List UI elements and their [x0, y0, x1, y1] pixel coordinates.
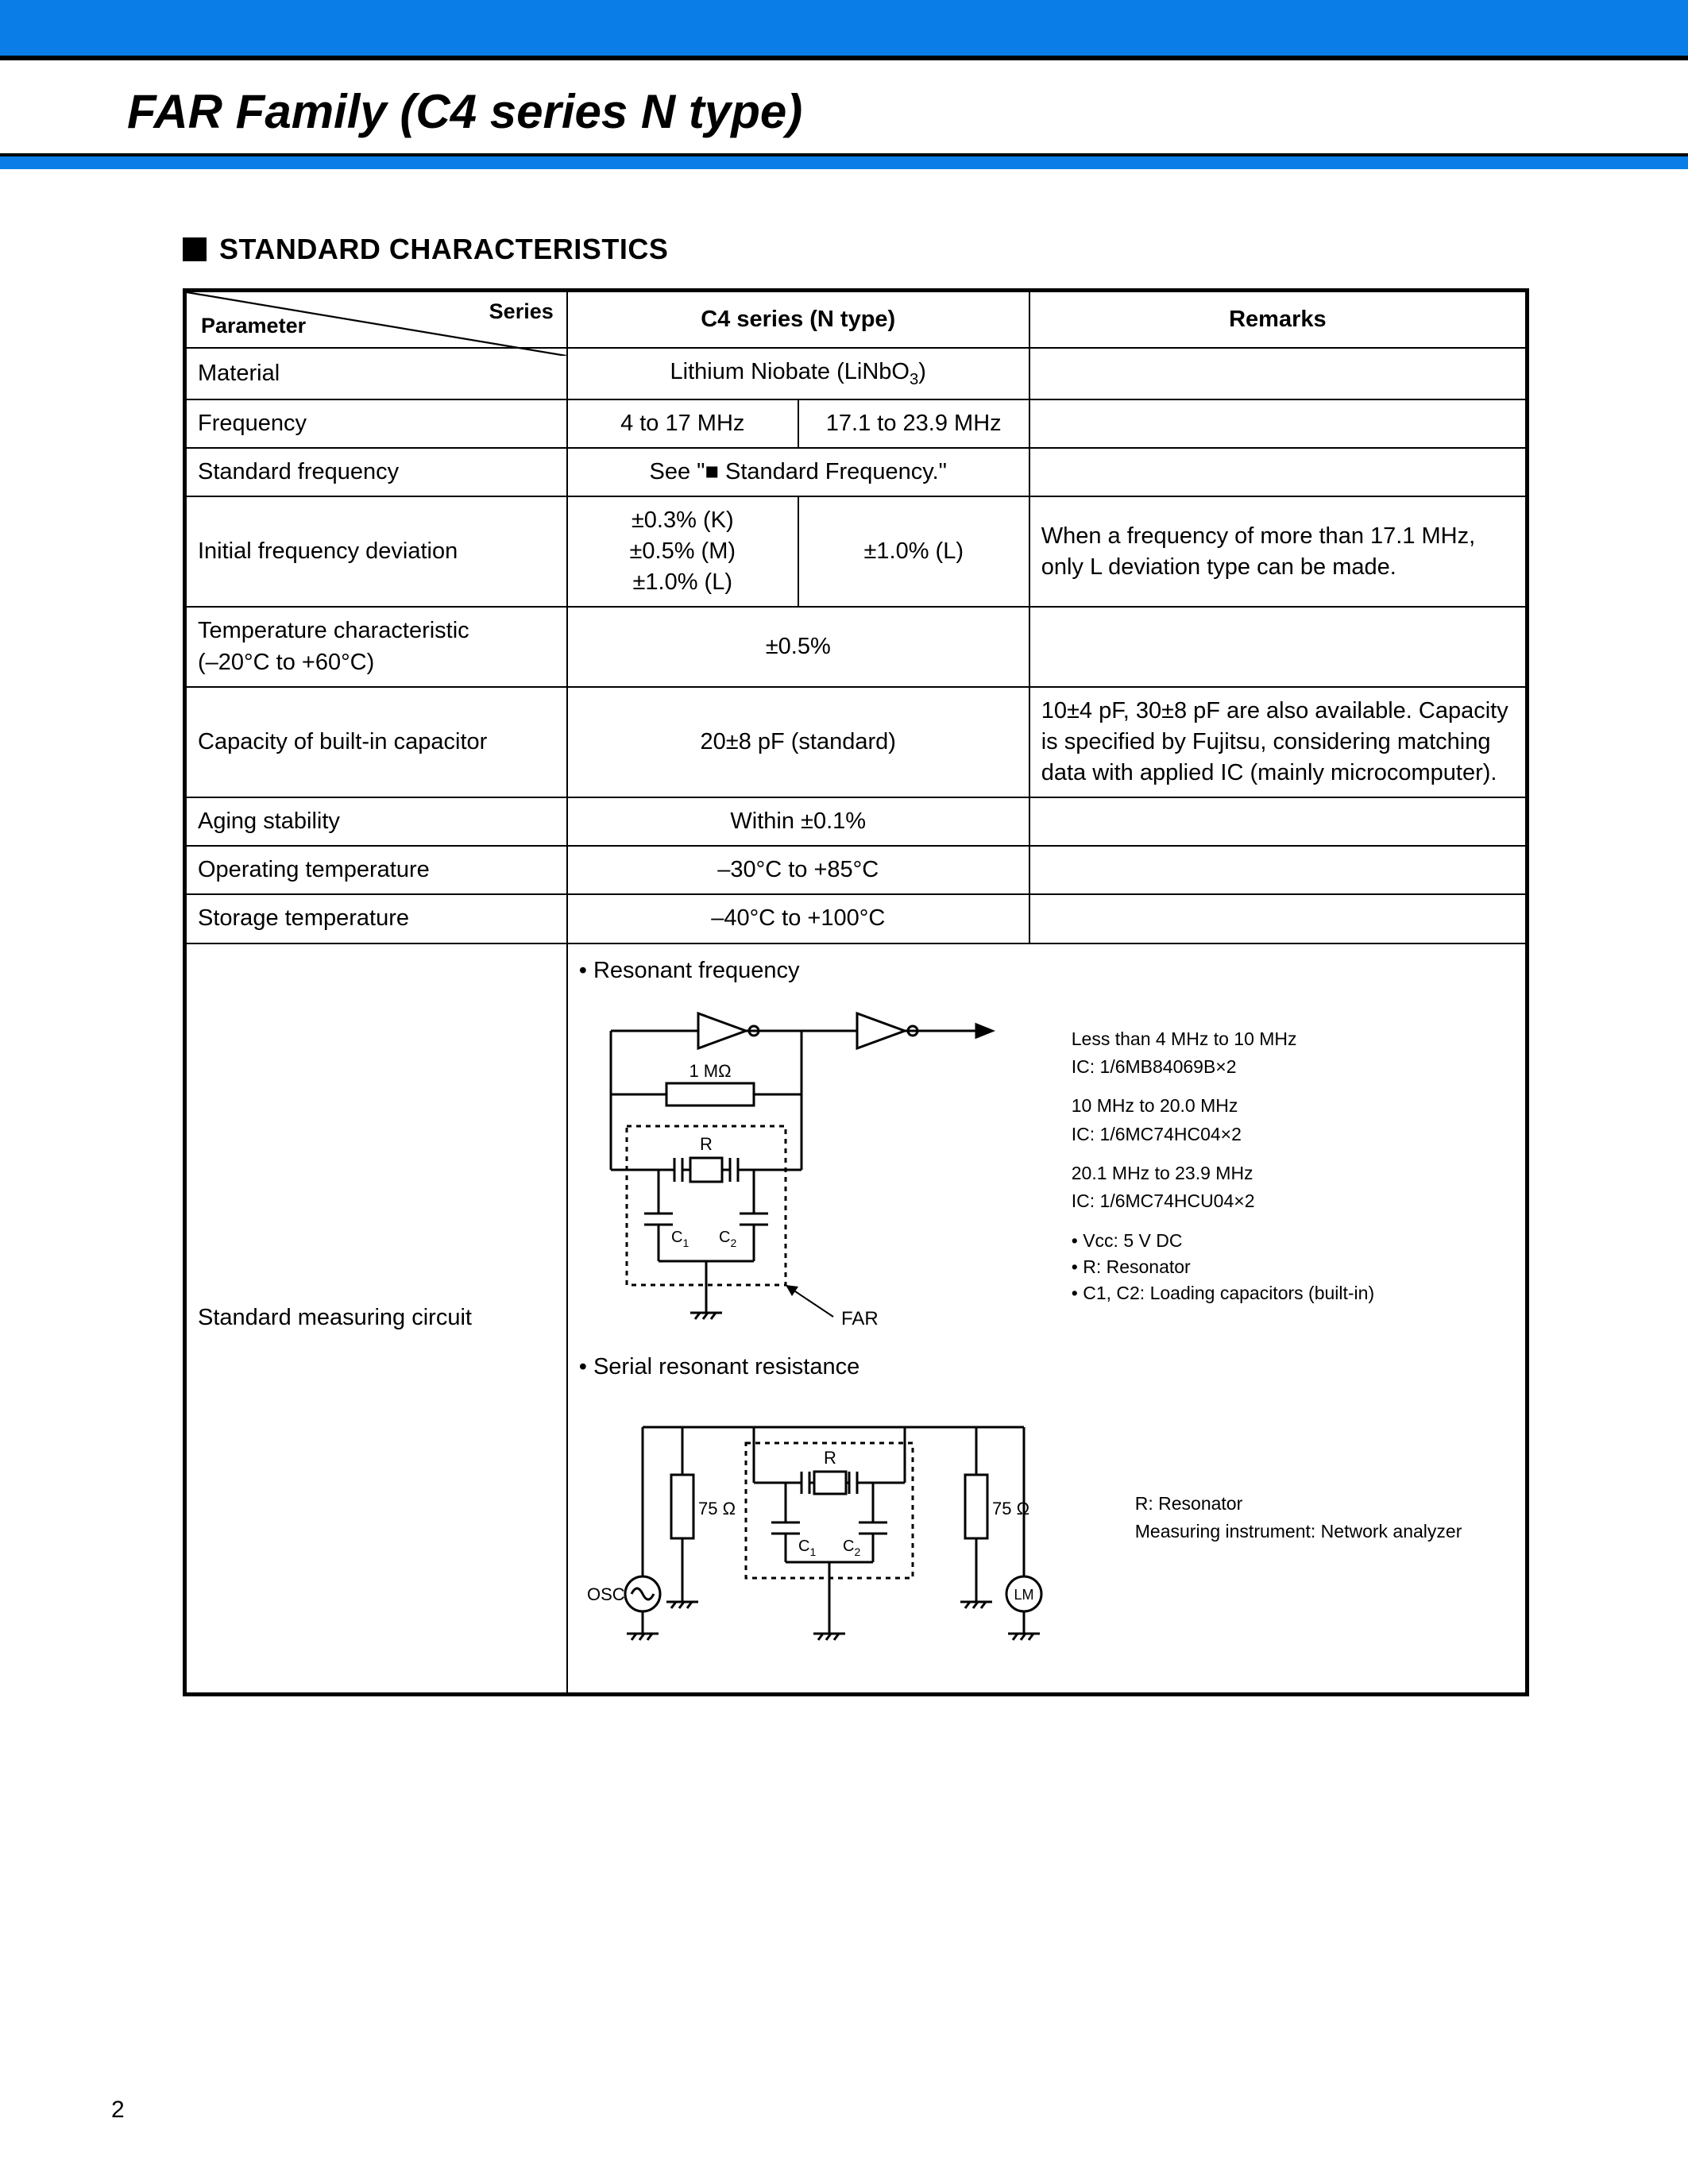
row-circuit: Standard measuring circuit • Resonant fr…: [185, 943, 1528, 1695]
remark: [1029, 607, 1528, 686]
r75b-label: 75 Ω: [992, 1499, 1029, 1518]
remark: [1029, 846, 1528, 894]
param: Storage temperature: [185, 894, 567, 943]
remark: When a frequency of more than 17.1 MHz, …: [1029, 496, 1528, 607]
note-li3: C1, C2: Loading capacitors (built-in): [1072, 1280, 1374, 1306]
FAR-label: FAR: [841, 1308, 879, 1329]
C1-label: C1: [671, 1229, 689, 1249]
note-g3a: 20.1 MHz to 23.9 MHz: [1072, 1160, 1374, 1187]
p2: (–20°C to +60°C): [198, 650, 374, 675]
value: Lithium Niobate (LiNbO3): [567, 348, 1029, 399]
value-right: ±1.0% (L): [798, 496, 1029, 607]
serres-notes: R: Resonator Measuring instrument: Netwo…: [1135, 1491, 1462, 1547]
section-heading-text: STANDARD CHARACTERISTICS: [219, 233, 668, 266]
OSC-label: OSC: [587, 1584, 625, 1604]
value: ±0.5%: [567, 607, 1029, 686]
page-title: FAR Family (C4 series N type): [127, 84, 1688, 139]
table-head-row: Parameter Series C4 series (N type) Rema…: [185, 291, 1528, 348]
value: See "■ Standard Frequency.": [567, 448, 1029, 496]
remark: [1029, 348, 1528, 399]
resfreq-title: • Resonant frequency: [579, 955, 1525, 986]
value: –30°C to +85°C: [567, 846, 1029, 894]
value-right: 17.1 to 23.9 MHz: [798, 399, 1029, 448]
square-bullet-icon: [183, 237, 207, 261]
param-series-head: Parameter Series: [185, 291, 567, 348]
page-number: 2: [111, 2097, 125, 2124]
value: –40°C to +100°C: [567, 894, 1029, 943]
head-parameter: Parameter: [201, 311, 306, 340]
row-sttemp: Storage temperature –40°C to +100°C: [185, 894, 1528, 943]
param: Capacity of built-in capacitor: [185, 687, 567, 797]
resfreq-circuit-svg: 1 MΩ R C1 C2 FAR: [579, 999, 1024, 1333]
note-g2b: IC: 1/6MC74HC04×2: [1072, 1121, 1374, 1148]
p1: Temperature characteristic: [198, 618, 469, 643]
value-left: ±0.3% (K) ±0.5% (M) ±1.0% (L): [567, 496, 798, 607]
head-series: Series: [489, 297, 554, 326]
note-g1a: Less than 4 MHz to 10 MHz: [1072, 1026, 1374, 1052]
remark: [1029, 399, 1528, 448]
C2-label: C2: [719, 1229, 736, 1249]
C1-label: C1: [798, 1538, 816, 1558]
remark: 10±4 pF, 30±8 pF are also available. Cap…: [1029, 687, 1528, 797]
row-aging: Aging stability Within ±0.1%: [185, 797, 1528, 846]
circuit-cell: • Resonant frequency: [567, 943, 1528, 1695]
resfreq-notes: Less than 4 MHz to 10 MHz IC: 1/6MB84069…: [1072, 1026, 1374, 1307]
row-frequency: Frequency 4 to 17 MHz 17.1 to 23.9 MHz: [185, 399, 1528, 448]
note-g1b: IC: 1/6MB84069B×2: [1072, 1054, 1374, 1080]
value-left: 4 to 17 MHz: [567, 399, 798, 448]
row-capacity: Capacity of built-in capacitor 20±8 pF (…: [185, 687, 1528, 797]
l1: ±0.3% (K): [632, 507, 734, 533]
value: 20±8 pF (standard): [567, 687, 1029, 797]
row-tempchar: Temperature characteristic (–20°C to +60…: [185, 607, 1528, 686]
note-g2a: 10 MHz to 20.0 MHz: [1072, 1093, 1374, 1119]
note-l2: Measuring instrument: Network analyzer: [1135, 1518, 1462, 1545]
value: Within ±0.1%: [567, 797, 1029, 846]
serres-title: • Serial resonant resistance: [579, 1352, 1525, 1383]
head-remarks: Remarks: [1029, 291, 1528, 348]
remark: [1029, 894, 1528, 943]
note-li1: Vcc: 5 V DC: [1072, 1228, 1374, 1254]
val-sub: 3: [910, 370, 918, 388]
param: Operating temperature: [185, 846, 567, 894]
l2: ±0.5% (M): [629, 538, 736, 564]
LM-label: LM: [1014, 1587, 1033, 1603]
param: Standard measuring circuit: [185, 943, 567, 1695]
param: Standard frequency: [185, 448, 567, 496]
val-pre: Lithium Niobate (LiNbO: [670, 359, 910, 384]
val-post: ): [918, 359, 926, 384]
param: Frequency: [185, 399, 567, 448]
head-c4: C4 series (N type): [567, 291, 1029, 348]
serres-circuit-svg: R C1 C2 75 Ω 75 Ω OSC LM: [579, 1395, 1087, 1657]
banner-rule: [0, 56, 1688, 60]
row-stdfreq: Standard frequency See "■ Standard Frequ…: [185, 448, 1528, 496]
row-initdev: Initial frequency deviation ±0.3% (K) ±0…: [185, 496, 1528, 607]
note-l1: R: Resonator: [1135, 1491, 1462, 1517]
C2-label: C2: [843, 1538, 860, 1558]
banner-top: [0, 0, 1688, 56]
param: Aging stability: [185, 797, 567, 846]
l3: ±1.0% (L): [632, 569, 732, 595]
r75a-label: 75 Ω: [698, 1499, 736, 1518]
param: Temperature characteristic (–20°C to +60…: [185, 607, 567, 686]
characteristics-table: Parameter Series C4 series (N type) Rema…: [183, 288, 1529, 1696]
remark: [1029, 448, 1528, 496]
R-label: R: [700, 1134, 713, 1154]
row-optemp: Operating temperature –30°C to +85°C: [185, 846, 1528, 894]
R-label: R: [824, 1448, 836, 1468]
note-li2: R: Resonator: [1072, 1254, 1374, 1280]
section-heading: STANDARD CHARACTERISTICS: [183, 233, 1529, 266]
banner-bottom: [0, 153, 1688, 169]
remark: [1029, 797, 1528, 846]
note-g3b: IC: 1/6MC74HCU04×2: [1072, 1188, 1374, 1214]
r-1m-label: 1 MΩ: [689, 1061, 731, 1081]
param: Initial frequency deviation: [185, 496, 567, 607]
